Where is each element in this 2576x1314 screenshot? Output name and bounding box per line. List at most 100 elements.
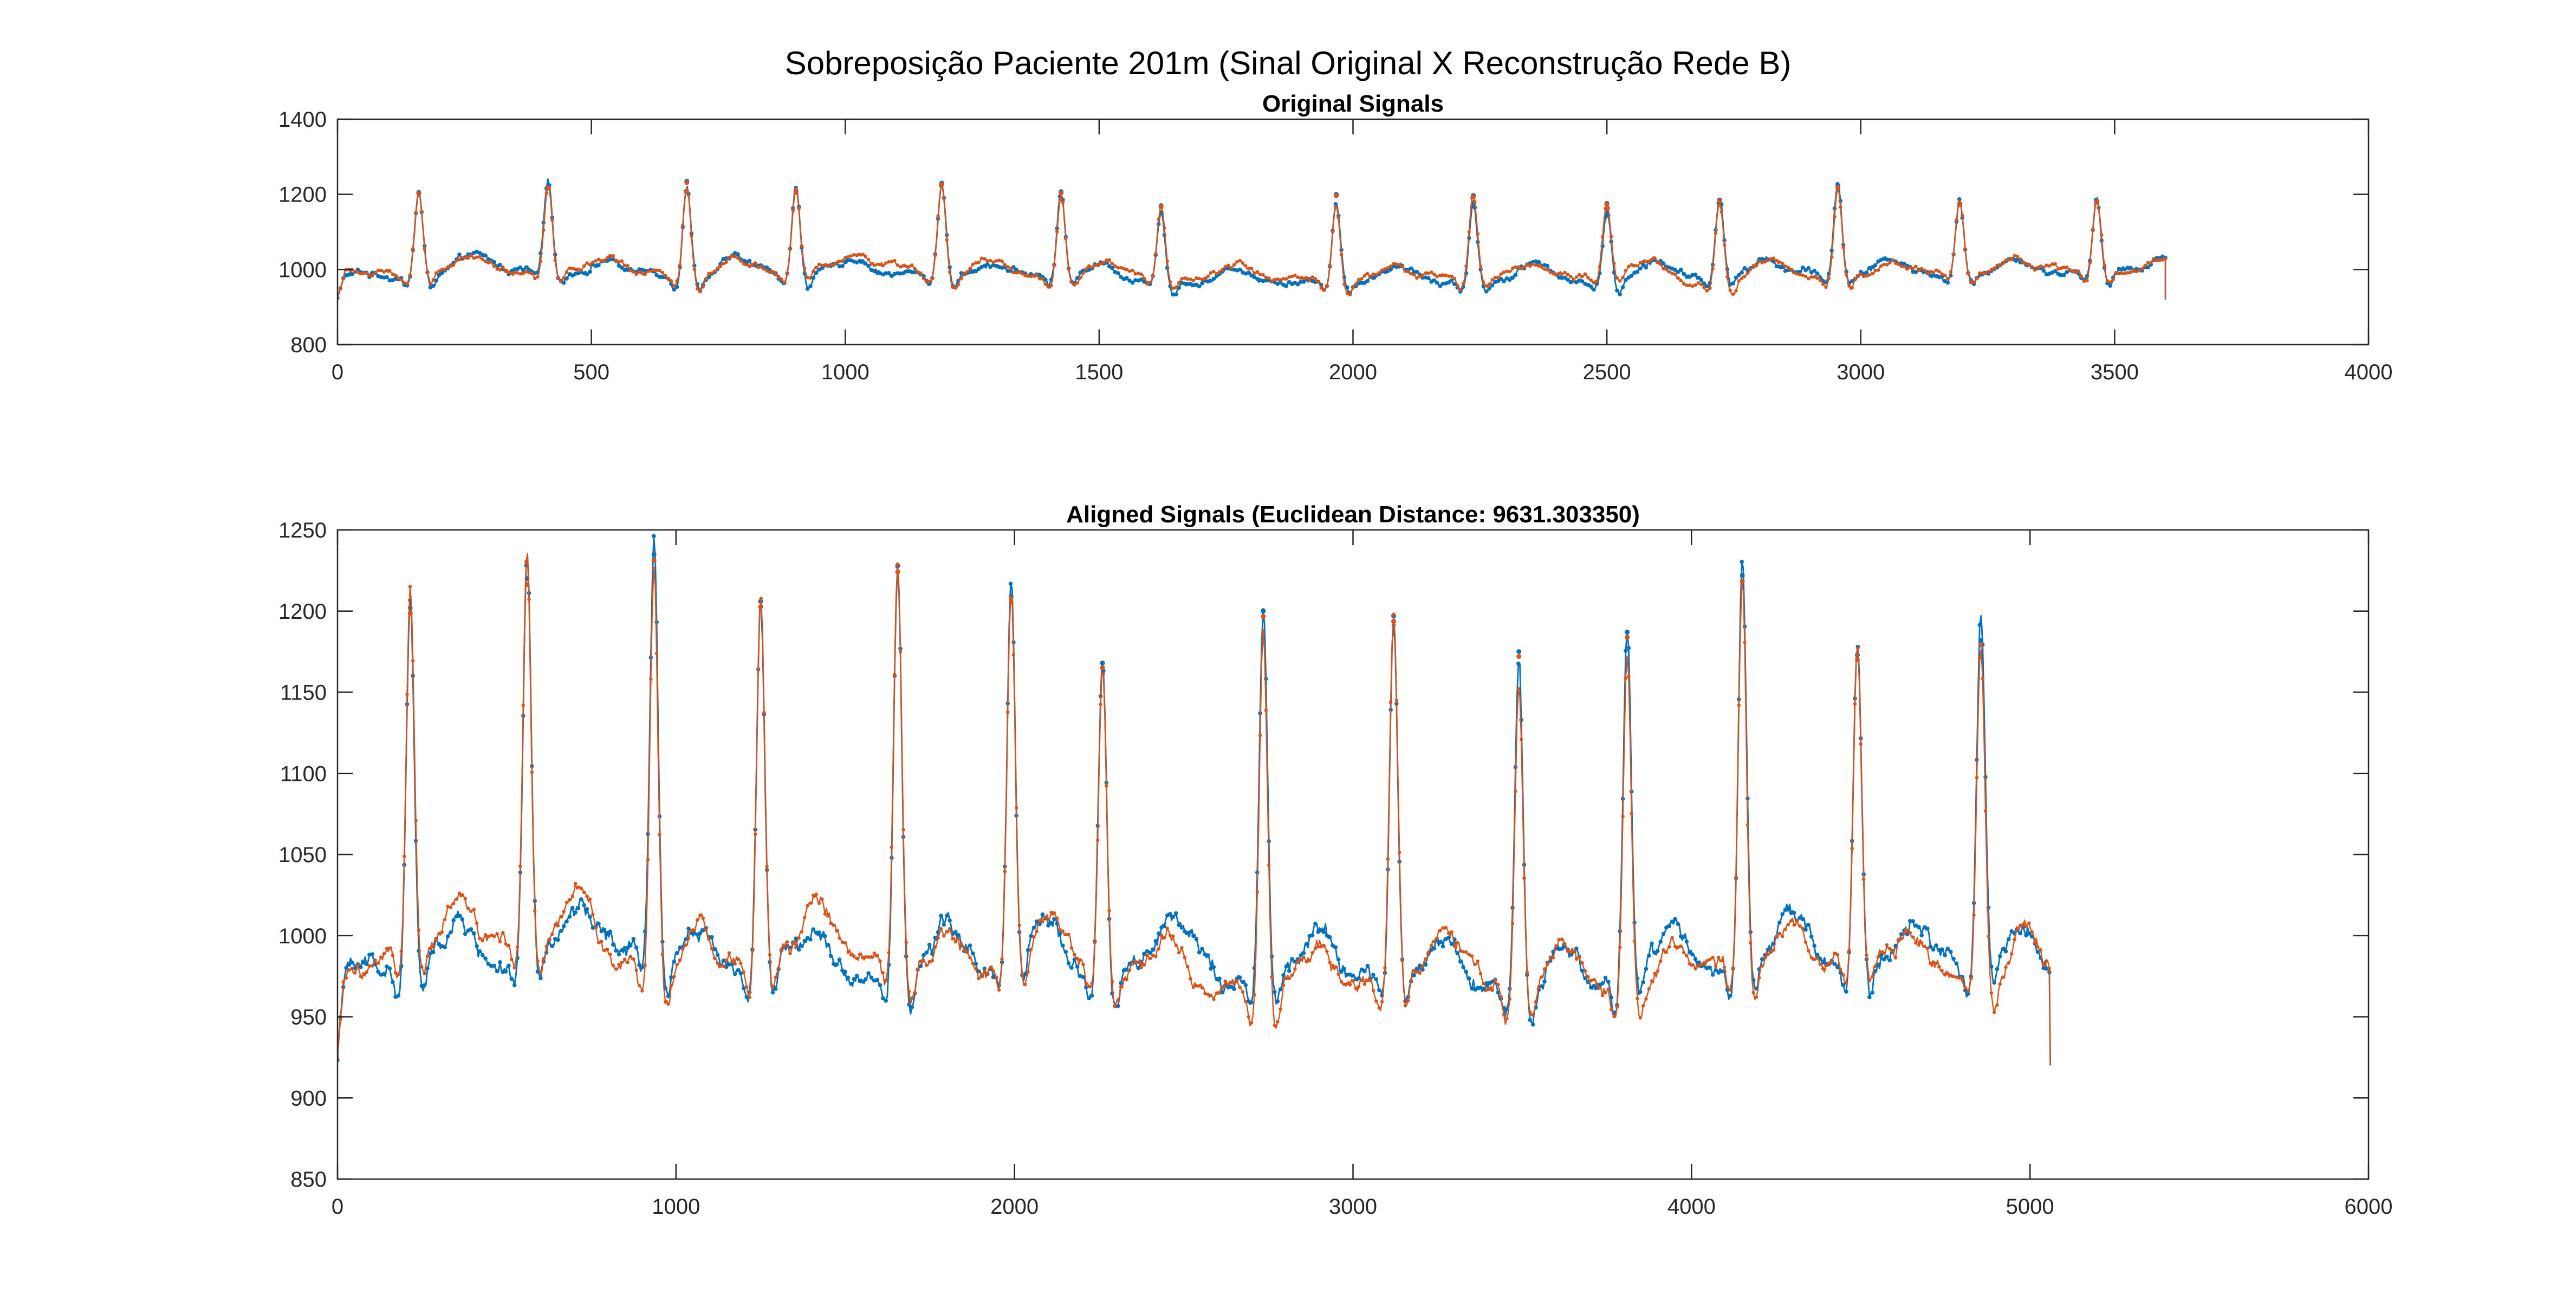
data-point <box>1830 255 1834 259</box>
data-point <box>1624 278 1628 282</box>
x-tick-label: 1000 <box>821 360 870 384</box>
data-point <box>393 971 398 975</box>
data-point <box>800 244 804 248</box>
data-point <box>1435 936 1439 940</box>
data-point <box>1847 284 1851 288</box>
data-point <box>637 983 641 988</box>
data-point <box>724 260 728 264</box>
peak-point <box>1516 649 1522 655</box>
data-point <box>1545 263 1550 268</box>
data-point <box>1105 784 1108 788</box>
data-point <box>449 905 453 909</box>
data-point <box>1115 1004 1120 1008</box>
data-point <box>878 959 882 963</box>
data-point <box>1061 943 1065 948</box>
data-point <box>1130 281 1135 285</box>
data-point <box>791 942 795 946</box>
data-point <box>1502 270 1506 274</box>
data-point <box>1867 273 1871 277</box>
data-point <box>643 272 647 276</box>
data-point <box>637 270 641 274</box>
peak-point <box>1334 193 1339 198</box>
data-point <box>800 930 804 934</box>
data-point <box>1388 701 1393 704</box>
data-point <box>559 929 563 933</box>
data-point <box>1641 980 1645 985</box>
data-point <box>1386 857 1390 861</box>
data-point <box>1772 256 1776 260</box>
data-point <box>1812 957 1816 961</box>
data-point <box>1183 955 1187 960</box>
data-point <box>1287 976 1291 981</box>
data-point <box>411 659 415 663</box>
data-point <box>722 262 725 266</box>
data-point <box>2065 270 2069 275</box>
data-point <box>1435 281 1439 285</box>
data-point <box>1821 967 1825 971</box>
data-point <box>1592 281 1596 285</box>
data-point <box>1058 198 1062 202</box>
data-point <box>1673 272 1677 276</box>
data-point <box>1441 926 1445 930</box>
data-point <box>683 937 688 942</box>
data-point <box>1682 282 1686 286</box>
data-point <box>391 954 394 957</box>
data-point <box>1780 934 1785 938</box>
data-point <box>884 979 888 982</box>
data-point <box>1020 972 1024 976</box>
data-point <box>486 261 490 265</box>
data-point <box>1871 271 1874 275</box>
data-point <box>1917 925 1921 929</box>
data-point <box>2155 258 2159 263</box>
data-point <box>1215 271 1218 276</box>
data-point <box>956 282 961 287</box>
data-point <box>1287 969 1292 973</box>
data-point <box>382 270 386 274</box>
data-point <box>762 267 766 271</box>
data-point <box>690 234 693 238</box>
data-point <box>835 929 839 933</box>
data-point <box>492 260 496 264</box>
data-point <box>1232 263 1236 267</box>
data-point <box>1476 959 1480 963</box>
peak-point <box>1604 202 1610 207</box>
data-point <box>1066 961 1071 966</box>
data-point <box>1870 990 1874 995</box>
data-point <box>1853 702 1857 706</box>
data-point <box>492 963 496 968</box>
data-point <box>434 271 438 275</box>
data-point <box>1893 956 1898 960</box>
data-point <box>1325 284 1329 288</box>
data-point <box>1409 266 1413 271</box>
data-point <box>1153 938 1158 943</box>
data-point <box>2039 264 2042 268</box>
data-point <box>1844 273 1848 277</box>
data-point <box>698 914 702 917</box>
data-point <box>564 901 569 904</box>
data-point <box>1815 271 1820 276</box>
data-point <box>1943 973 1947 977</box>
data-point <box>1978 271 1982 275</box>
data-point <box>1569 275 1573 279</box>
data-point <box>1931 960 1935 964</box>
data-point <box>1856 274 1860 277</box>
data-point <box>379 268 383 273</box>
data-point <box>611 942 615 947</box>
data-point <box>907 990 911 994</box>
data-point <box>1981 676 1984 681</box>
data-point <box>2053 269 2058 274</box>
data-point <box>1951 252 1956 256</box>
y-tick-label: 1250 <box>278 519 327 542</box>
data-point <box>1029 274 1033 279</box>
data-point <box>536 959 540 963</box>
data-point <box>1290 274 1294 279</box>
data-point <box>1145 954 1149 957</box>
data-point <box>1084 267 1088 271</box>
data-point <box>1818 279 1822 282</box>
data-point <box>1702 961 1706 965</box>
peak-point <box>939 182 944 187</box>
data-point <box>518 864 522 868</box>
data-point <box>1037 277 1042 281</box>
data-point <box>1888 261 1892 265</box>
data-point <box>1516 662 1521 666</box>
